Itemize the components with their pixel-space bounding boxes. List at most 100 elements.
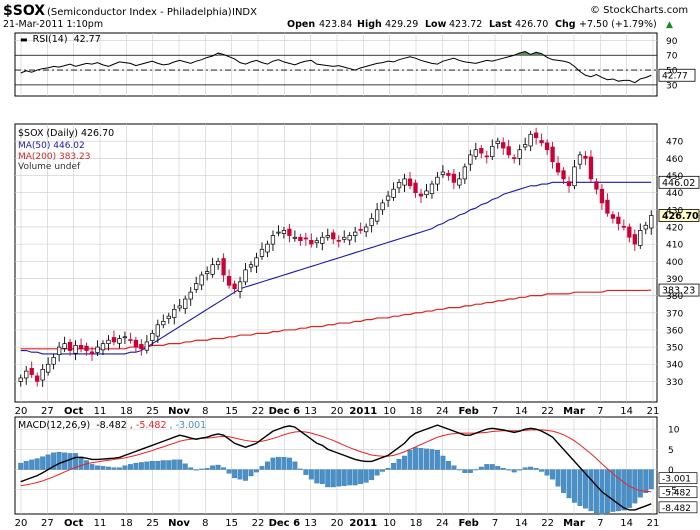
axis-labels: 20 20 27 27 Oct Oct 11 11 18 18 25 25 Nov Nov 8 8 15 15 22…: [15, 37, 684, 529]
x-tick-label: 22: [252, 518, 265, 529]
candle-body: [649, 215, 654, 229]
rsi-series: 42.77: [15, 50, 696, 86]
candle-body: [610, 214, 616, 219]
last-value: 426.70: [515, 19, 548, 30]
macd-histogram-bar: [478, 466, 484, 470]
x-tick-label: 7: [492, 406, 498, 417]
x-tick-label: Dec 6: [269, 518, 300, 529]
candle-body: [599, 188, 605, 204]
candle-body: [161, 320, 166, 326]
candle-body: [117, 338, 122, 344]
macd-histogram-bar: [621, 469, 627, 511]
macd-histogram-bar: [352, 469, 358, 486]
macd-legend-hist: , -3.001: [170, 420, 207, 431]
high-value: 429.29: [385, 19, 418, 30]
macd-histogram-bar: [308, 469, 314, 480]
macd-histogram-bar: [106, 466, 111, 470]
price-y-tick-label: 340: [666, 361, 683, 371]
candle-body: [89, 351, 95, 355]
candle-body: [287, 228, 292, 236]
x-tick-label: 20: [331, 518, 344, 529]
macd-histogram-bar: [566, 469, 572, 499]
macd-histogram-bar: [210, 465, 216, 470]
macd-histogram-bar: [506, 469, 512, 471]
rsi-legend: ▬ RSI(14) 42.77: [20, 34, 101, 45]
candle-body: [555, 162, 561, 173]
x-tick-label: 10: [383, 406, 396, 417]
copyright-label: © StockCharts.com: [590, 5, 688, 16]
macd-histogram-bar: [215, 464, 221, 470]
macd-histogram-bar: [511, 469, 517, 473]
candle-body: [281, 230, 287, 234]
macd-histogram-bar: [489, 464, 495, 470]
x-tick-label: 7: [597, 518, 603, 529]
grid-lines: [15, 33, 657, 514]
macd-signal-line: [20, 429, 652, 493]
candle-body: [512, 157, 517, 159]
candle-body: [128, 339, 133, 341]
candle-body: [583, 155, 588, 159]
candle-body: [259, 248, 265, 257]
macd-legend-signal: , -5.482: [130, 420, 167, 431]
x-tick-label: 15: [225, 518, 238, 529]
candle-body: [380, 202, 385, 211]
macd-histogram-bar: [160, 460, 166, 470]
chart-header: $SOX (Semiconductor Index - Philadelphia…: [3, 3, 688, 30]
macd-histogram-bar: [95, 465, 100, 470]
legend-item-volume: Volume undef: [18, 162, 81, 172]
x-tick-label: 27: [41, 406, 54, 417]
candle-body: [40, 369, 45, 381]
macd-histogram-bar: [177, 459, 183, 470]
candle-body: [407, 178, 413, 187]
price-y-tick-label: 420: [666, 223, 683, 233]
x-tick-label: Mar: [563, 406, 585, 417]
candle-body: [369, 218, 374, 226]
macd-histogram-bar: [396, 459, 402, 470]
candle-body: [133, 339, 139, 348]
candle-body: [73, 345, 78, 354]
candle-body: [62, 343, 67, 349]
macd-histogram-bar: [467, 469, 473, 473]
macd-value-tag: [658, 486, 698, 499]
macd-histogram-bar: [402, 455, 407, 470]
macd-histogram-bar: [286, 457, 292, 470]
price-y-tick-label: 370: [666, 309, 683, 319]
x-tick-label: Oct: [64, 406, 83, 417]
candle-body: [100, 343, 106, 351]
candle-body: [550, 146, 555, 163]
candle-body: [226, 276, 232, 286]
candle-body: [632, 234, 637, 245]
legend-item-ma200: MA(200) 383.23: [18, 152, 90, 162]
x-tick-label: 2011: [349, 518, 377, 529]
candle-body: [292, 236, 298, 239]
macd-histogram-bar: [533, 468, 539, 470]
x-tick-label: 22: [541, 406, 554, 417]
candle-body: [544, 142, 550, 151]
candle-body: [446, 173, 451, 176]
macd-histogram-bar: [111, 467, 117, 470]
macd-histogram-bar: [84, 460, 89, 470]
price-y-tick-label: 380: [666, 292, 683, 302]
macd-histogram-bar: [199, 468, 205, 470]
chg-label: Chg: [555, 19, 576, 30]
macd-legend-name: MACD(12,26,9): [18, 420, 90, 431]
candle-body: [391, 188, 396, 198]
candle-body: [533, 132, 539, 139]
macd-histogram-bar: [369, 469, 375, 481]
price-y-tick-label: 330: [666, 378, 683, 388]
macd-y-tick-label: 10: [668, 426, 680, 436]
macd-histogram-bar: [588, 469, 594, 512]
x-tick-label: 14: [515, 518, 528, 529]
macd-histogram-bar: [637, 469, 643, 498]
macd-histogram-bar: [265, 461, 270, 470]
x-tick-label: 21: [647, 406, 660, 417]
macd-histogram-bar: [473, 469, 479, 471]
macd-histogram-bar: [122, 465, 128, 470]
candle-body: [479, 148, 484, 154]
candle-body: [440, 171, 446, 175]
x-tick-label: 22: [541, 518, 554, 529]
macd-histogram-bar: [380, 469, 386, 472]
candle-body: [484, 155, 489, 158]
candle-body: [429, 183, 435, 195]
candle-body: [402, 178, 407, 186]
